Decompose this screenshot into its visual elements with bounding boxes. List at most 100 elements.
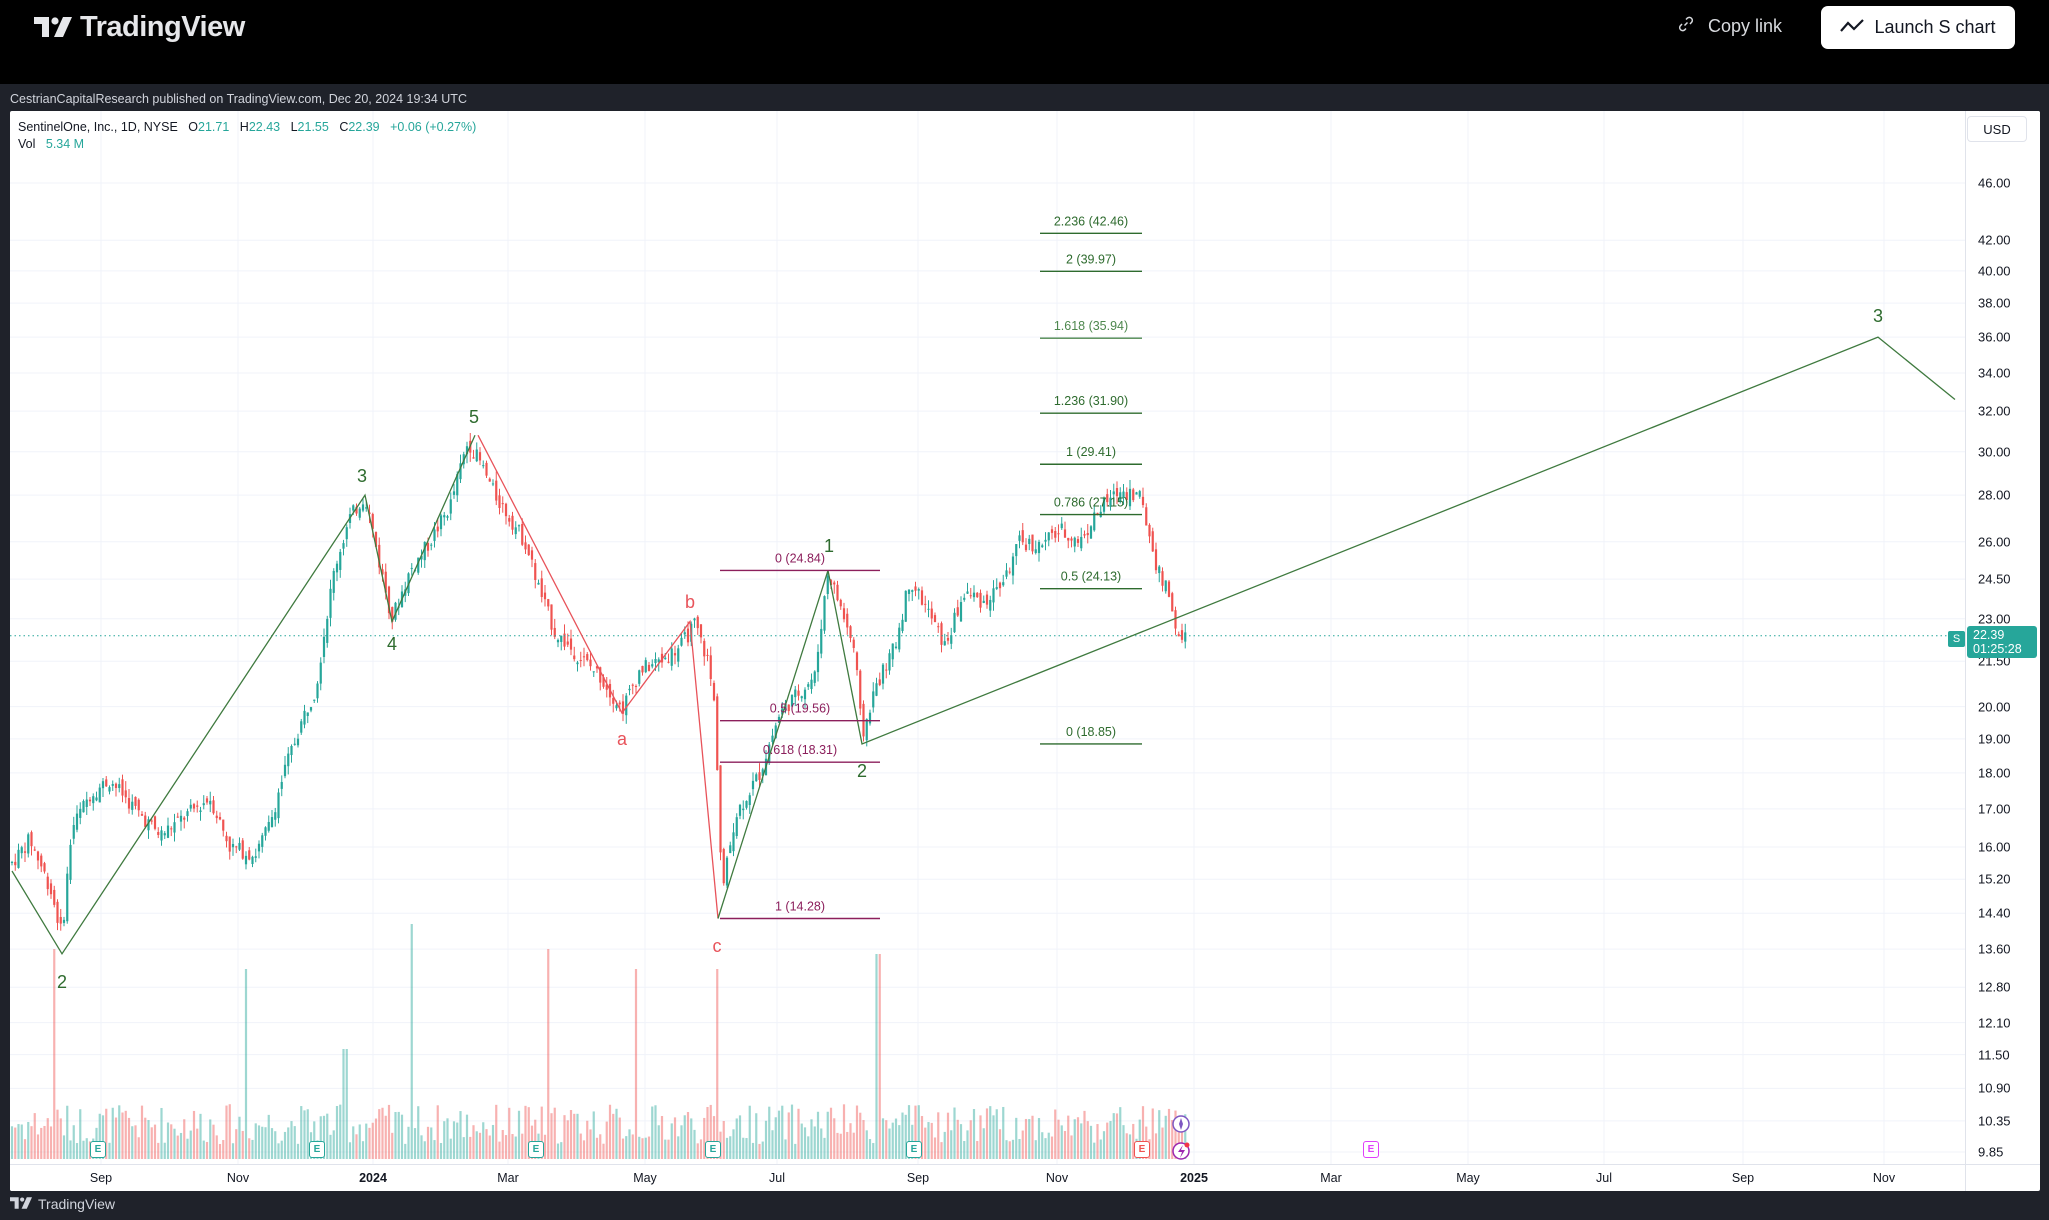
price-tick: 12.10 [1978,1015,2011,1031]
wave-label: 2 [857,761,867,781]
price-tick: 15.20 [1978,871,2011,887]
correction-wave-line [477,434,719,919]
price-tick: 12.80 [1978,979,2011,995]
footer-brand: TradingView [10,1196,115,1212]
wave-label: 5 [469,407,479,427]
earnings-marker-icon[interactable]: E [90,1141,106,1158]
price-chart-canvas[interactable]: 0 (24.84) 0.5 (19.56) 0.618 (18.31) 1 (14.2… [10,111,1965,1164]
launch-chart-label: Launch S chart [1874,17,1996,37]
volume-value: 5.34 M [45,137,85,151]
chart-area[interactable]: 0 (24.84) 0.5 (19.56) 0.618 (18.31) 1 (14.2… [10,111,2040,1191]
price-tick: 17.00 [1978,801,2011,817]
fib-level-label: 0.618 (18.31) [763,743,837,757]
projection-wave-line [717,336,1956,919]
change-value: +0.06 (+0.27%) [390,120,477,134]
price-tick: 32.00 [1978,403,2011,419]
last-price-value: 22.39 [1973,628,2005,642]
wave-label: 3 [1873,306,1883,326]
fib-level-label: 0 (18.85) [1066,725,1116,739]
low-value: 21.55 [297,120,329,134]
fib-level-label: 1.236 (31.90) [1054,394,1128,408]
top-bar: TradingView Copy link Launch S chart [0,0,2049,84]
time-tick: May [633,1171,657,1185]
time-tick: May [1456,1171,1480,1185]
price-tick: 10.90 [1978,1080,2011,1096]
wave-label: 3 [357,466,367,486]
time-tick: Nov [1045,1171,1069,1185]
axis-corner [1965,1164,2040,1191]
price-tick: 13.60 [1978,941,2011,957]
fib-level-label: 0.786 (27.15) [1054,496,1128,510]
symbol-name: SentinelOne, Inc., 1D, NYSE [18,120,178,134]
price-tick: 26.00 [1978,534,2011,550]
bar-countdown: 01:25:28 [1973,642,2022,656]
currency-button[interactable]: USD [1967,116,2027,142]
price-tick: 9.85 [1978,1144,2004,1160]
price-tick: 30.00 [1978,444,2011,460]
price-tick: 42.00 [1978,232,2011,248]
time-tick: Sep [1731,1171,1755,1185]
candles [10,433,1187,931]
wave-label: 4 [387,634,397,654]
earnings-marker-icon[interactable]: E [528,1141,544,1158]
price-tick: 11.50 [1978,1047,2010,1063]
tradingview-logo[interactable]: TradingView [34,10,245,44]
price-tick: 14.40 [1978,905,2011,921]
time-tick: Sep [89,1171,113,1185]
time-tick: Nov [1872,1171,1896,1185]
close-value: 22.39 [348,120,380,134]
fib-level-label: 1 (29.41) [1066,445,1116,459]
fib-level-label: 2 (39.97) [1066,252,1116,266]
time-tick: Jul [1596,1171,1612,1185]
price-tick: 40.00 [1978,263,2011,279]
earnings-marker-icon[interactable]: E [705,1141,721,1158]
launch-chart-button[interactable]: Launch S chart [1821,6,2015,49]
tradingview-logo-icon [10,1196,32,1212]
time-tick: Nov [226,1171,250,1185]
price-tick: 19.00 [1978,731,2011,747]
volume-label: Vol [18,137,36,151]
open-value: 21.71 [198,120,230,134]
high-value: 22.43 [248,120,281,134]
time-tick: 2024 [359,1171,387,1185]
time-tick: Mar [1320,1171,1342,1185]
symbol-price-tag: S [1948,631,1965,647]
volume-bars [10,924,1187,1159]
price-tick: 20.00 [1978,699,2011,715]
price-tick: 28.00 [1978,487,2011,503]
price-tick: 38.00 [1978,295,2011,311]
time-tick: Sep [906,1171,930,1185]
footer-brand-label: TradingView [38,1196,116,1212]
price-tick: 18.00 [1978,765,2011,781]
price-tick: 34.00 [1978,365,2011,381]
fib-level-label: 1 (14.28) [775,899,825,913]
time-tick: Mar [497,1171,519,1185]
earnings-marker-icon[interactable]: E [1363,1141,1379,1158]
wave-label: a [617,729,628,749]
wave-label: c [713,936,722,956]
fib-level-label: 0.5 (19.56) [770,702,830,716]
fib-level-label: 2.236 (42.46) [1054,214,1128,228]
time-tick: Jul [769,1171,785,1185]
impulse-wave-line [11,434,476,956]
wave-label: 2 [57,972,67,992]
time-axis[interactable]: Sep Nov 2024 Mar May Jul Sep Nov 2025 Mar May Jul Se… [10,1164,1965,1191]
copy-link-button[interactable]: Copy link [1676,12,1782,40]
earnings-marker-icon[interactable]: E [309,1141,325,1158]
price-tick: 36.00 [1978,329,2011,345]
brand-name: TradingView [80,10,245,43]
wave-label: 1 [824,536,834,556]
fib-level-label: 0.5 (24.13) [1061,570,1121,584]
published-info: CestrianCapitalResearch published on Tra… [10,92,467,106]
price-tick: 16.00 [1978,839,2011,855]
price-tick: 23.00 [1978,611,2011,627]
copy-link-label: Copy link [1708,15,1783,36]
earnings-marker-icon[interactable]: E [906,1141,922,1158]
price-tick: 46.00 [1978,175,2011,191]
earnings-marker-icon[interactable]: E [1134,1141,1150,1158]
tradingview-logo-icon [34,17,72,37]
fib-level-label: 1.618 (35.94) [1054,319,1128,333]
link-icon [1676,14,1696,39]
price-tick: 10.35 [1978,1113,2011,1129]
time-tick: 2025 [1180,1171,1208,1185]
